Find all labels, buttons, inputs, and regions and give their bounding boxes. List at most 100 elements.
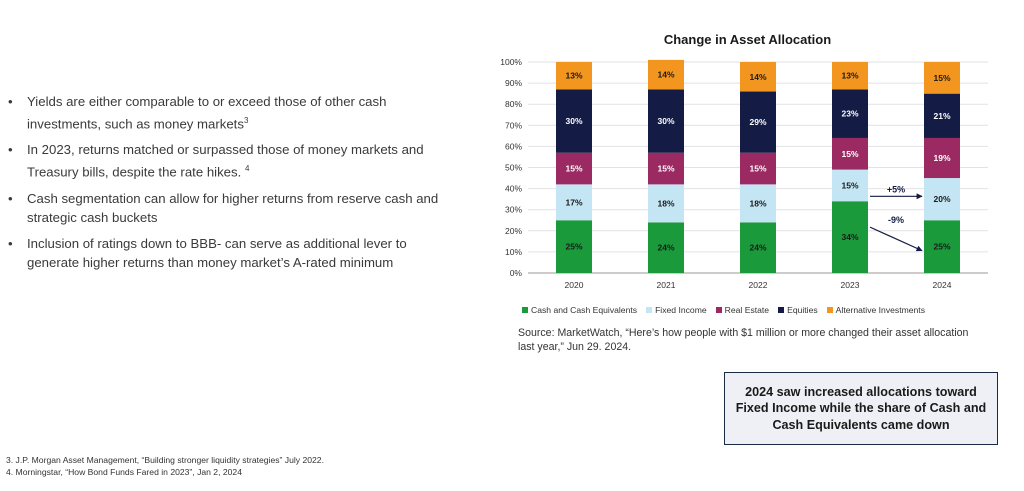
legend-item: Real Estate [715,305,770,315]
bullet-item: • Cash segmentation can allow for higher … [8,189,448,227]
data-label: 30% [565,116,582,126]
bar-segment [832,62,868,90]
bar-segment [648,89,684,153]
x-tick-label: 2024 [933,280,952,290]
data-label: 25% [565,242,582,252]
bar-segment [832,169,868,202]
bar-segment [924,62,960,94]
bullet-item: • Yields are either comparable to or exce… [8,92,448,133]
callout-text: 2024 saw increased allocations toward Fi… [735,384,987,432]
bullet-item: • Inclusion of ratings down to BBB- can s… [8,234,448,272]
legend-item: Equities [778,305,818,315]
bar-segment [924,93,960,138]
data-label: 18% [749,198,766,208]
legend-swatch [715,307,722,313]
bar-segment [556,220,592,273]
data-label: 15% [933,73,950,83]
annotation-label: -9% [888,215,904,225]
legend-swatch [522,307,528,313]
x-tick-label: 2021 [657,280,676,290]
bar-segment [556,184,592,221]
bar-segment [740,62,776,92]
y-tick-label: 90% [505,78,522,88]
bar-segment [648,184,684,223]
data-label: 34% [841,232,858,242]
bullet-dot: • [8,190,13,206]
bar-segment [924,220,960,273]
footnote-ref: 4 [244,164,250,174]
data-label: 24% [657,243,674,253]
bar-segment [740,91,776,153]
footnote: 4. Morningstar, “How Bond Funds Fared in… [6,466,242,477]
x-tick-label: 2020 [565,280,584,290]
stacked-bar-chart: 0% 10% 20% 30% 40% 50% 60% 70% 80% 90% 100% 25% 17% 1… [500,57,988,290]
data-label: 20% [933,194,950,204]
data-label: 13% [565,71,582,81]
bar-segment [832,137,868,170]
bar-segment [740,222,776,273]
bar-segment [648,152,684,185]
footnote: 3. J.P. Morgan Asset Management, “Buildi… [6,455,324,465]
data-label: 14% [749,72,766,82]
data-label: 13% [841,71,858,81]
bullet-item: • In 2023, returns matched or surpassed t… [8,140,448,181]
legend-label: Real Estate [724,305,770,315]
y-tick-label: 80% [505,99,522,109]
bullet-text: Inclusion of ratings down to BBB- can se… [27,235,407,270]
data-label: 17% [565,197,582,207]
legend-swatch [646,307,653,313]
bar-segment [740,152,776,185]
bullet-dot: • [8,142,13,158]
legend-item: Alternative Investments [826,305,925,315]
y-tick-label: 100% [500,57,522,67]
y-tick-label: 0% [510,268,523,278]
bar-segment [648,222,684,273]
bar-segment [924,137,960,179]
bar-segment [832,89,868,138]
data-label: 29% [749,117,766,127]
legend-swatch [826,307,833,313]
data-label: 24% [749,243,766,253]
legend-label: Fixed Income [655,305,707,315]
legend-swatch [778,307,785,313]
y-tick-label: 70% [505,120,522,130]
data-label: 15% [749,164,766,174]
bullet-text: In 2023, returns matched or surpassed th… [27,142,424,180]
data-label: 25% [933,242,950,252]
data-label: 19% [933,153,950,163]
callout-box: 2024 saw increased allocations toward Fi… [724,372,998,445]
x-tick-label: 2023 [841,280,860,290]
bullet-dot: • [8,94,13,109]
chart-legend: Cash and Cash Equivalents Fixed Income Rea… [522,305,934,315]
data-label: 15% [657,164,674,174]
data-label: 15% [565,164,582,174]
bar-segment [556,62,592,90]
y-tick-label: 20% [505,226,522,236]
data-label: 21% [933,111,950,121]
y-tick-label: 10% [505,247,522,257]
data-label: 14% [657,70,674,80]
bullet-list: • Yields are either comparable to or exce… [8,92,448,279]
bar-segment [740,184,776,223]
bar-segment [924,178,960,221]
data-label: 23% [841,109,858,119]
footnote-ref: 3 [243,116,249,125]
footnotes: 3. J.P. Morgan Asset Management, “Buildi… [6,455,324,478]
legend-label: Cash and Cash Equivalents [531,305,638,315]
data-label: 15% [841,180,858,190]
y-tick-label: 30% [505,205,522,215]
bar-segment [556,89,592,153]
y-tick-label: 50% [505,163,522,173]
legend-item: Fixed Income [646,305,707,315]
legend-item: Cash and Cash Equivalents [522,305,637,315]
x-tick-label: 2022 [749,280,768,290]
bullet-text: Cash segmentation can allow for higher r… [27,190,439,225]
bullet-text: Yields are either comparable to or excee… [27,94,387,132]
data-label: 15% [841,149,858,159]
annotation-label: +5% [887,184,905,194]
legend-label: Alternative Investments [835,305,925,315]
chart-source: Source: MarketWatch, “Here’s how people … [518,327,969,353]
bullet-dot: • [8,235,13,251]
y-tick-label: 40% [505,184,522,194]
bar-segment [832,201,868,273]
